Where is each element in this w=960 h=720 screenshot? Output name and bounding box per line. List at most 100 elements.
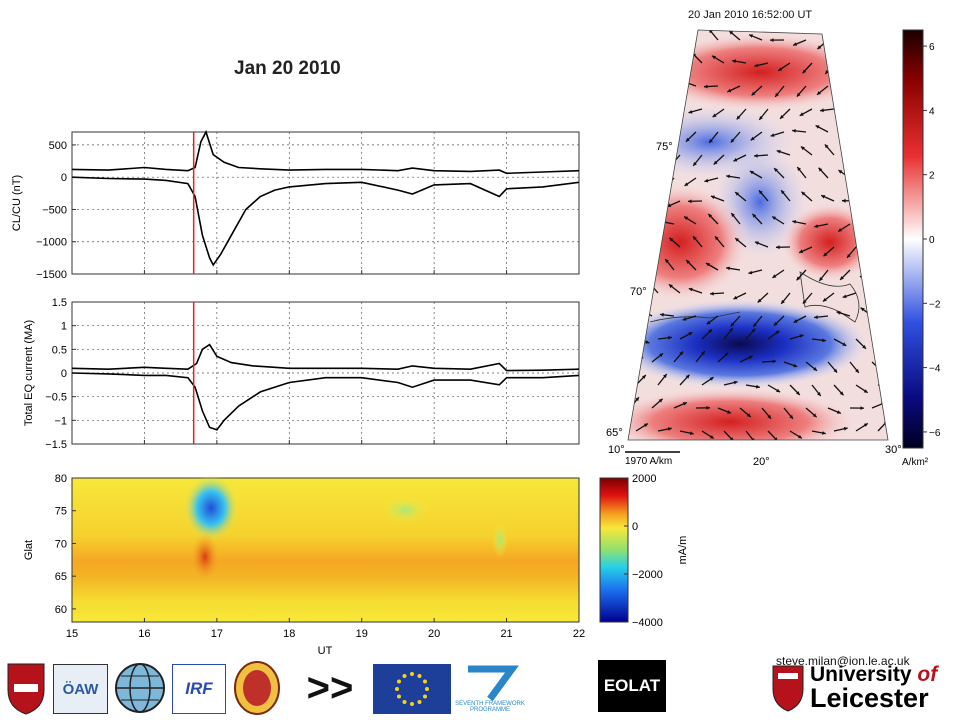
lat-label: 70° xyxy=(630,286,647,298)
star-icon xyxy=(417,674,422,678)
vector-arrow-head xyxy=(622,245,626,249)
vector-arrow-head xyxy=(688,332,693,336)
vector-arrow-head xyxy=(842,104,847,108)
vector-arrow-head xyxy=(800,146,805,151)
vector-arrow-head xyxy=(712,113,717,118)
vector-arrow-head xyxy=(862,230,867,235)
vector-arrow-head xyxy=(860,307,865,312)
vector-arrow-head xyxy=(710,195,715,200)
vector-arrow-head xyxy=(815,125,820,129)
vector-arrow-head xyxy=(776,388,781,393)
vector-arrow-head xyxy=(840,276,844,280)
vector-arrow-head xyxy=(663,30,668,35)
vector-arrow-head xyxy=(693,236,697,241)
x-tick-label: 17 xyxy=(211,628,223,640)
y-tick-label: 70 xyxy=(55,538,67,550)
vector-arrow-head xyxy=(658,398,663,403)
y-tick-label: −500 xyxy=(42,204,67,216)
vector-arrow-head xyxy=(642,375,646,379)
vector-arrow xyxy=(857,84,873,87)
contact-email[interactable]: steve.milan@ion.le.ac.uk xyxy=(776,654,910,668)
vector-arrow-head xyxy=(820,108,824,113)
y-axis-label: Total EQ current (MA) xyxy=(23,320,35,426)
vector-arrow-head xyxy=(836,87,841,92)
vector-arrow-head xyxy=(772,359,776,364)
vector-arrow-head xyxy=(746,413,751,417)
leicester-of: of xyxy=(917,663,938,686)
leicester-logo: University of Leicester xyxy=(770,660,960,716)
vector-arrow xyxy=(628,177,631,189)
star-icon xyxy=(423,679,427,684)
vector-arrow-head xyxy=(620,306,624,310)
vector-arrow-head xyxy=(789,414,793,419)
map-colorbar-tick-label: 0 xyxy=(929,235,935,246)
vector-arrow-head xyxy=(730,322,735,327)
vector-arrow-head xyxy=(751,328,756,333)
vector-arrow-head xyxy=(684,216,689,221)
y-tick-label: 1.5 xyxy=(52,297,67,309)
series-line xyxy=(71,372,580,431)
star-icon xyxy=(410,672,414,676)
eu-flag-icon xyxy=(373,664,451,714)
vector-arrow-head xyxy=(685,137,690,142)
vector-arrow-head xyxy=(792,220,797,224)
lon-label: 30° xyxy=(885,444,902,456)
vector-arrow xyxy=(628,154,637,160)
vector-arrow-head xyxy=(797,434,802,439)
heatmap-weak-region xyxy=(492,522,508,558)
vector-arrow-head xyxy=(689,431,694,435)
vector-arrow-head xyxy=(858,173,863,178)
vector-arrow-head xyxy=(862,345,866,349)
vector-arrow xyxy=(646,154,659,165)
y-tick-label: 60 xyxy=(55,604,67,616)
vector-arrow-head xyxy=(781,190,785,195)
vector-arrow xyxy=(839,121,851,133)
vector-arrow-head xyxy=(751,438,755,440)
vector-arrow-head xyxy=(616,38,620,42)
x-tick-label: 21 xyxy=(500,628,512,640)
globe-logo xyxy=(112,660,168,716)
crest-2-logo xyxy=(231,660,283,716)
vivat-crest-logo xyxy=(4,660,48,716)
vector-arrow-head xyxy=(735,192,740,196)
vector-arrow-head xyxy=(776,245,780,250)
colorbar-tick-label: 0 xyxy=(632,521,638,533)
vector-arrow-head xyxy=(715,236,719,241)
vector-arrow-head xyxy=(773,321,778,326)
colorbar-tick-label: −2000 xyxy=(632,569,663,581)
vector-arrow-head xyxy=(842,342,847,346)
irf-logo: IRF xyxy=(172,664,226,714)
slide-title: Jan 20 2010 xyxy=(234,58,341,79)
vector-arrow-head xyxy=(708,329,713,334)
vector-arrow xyxy=(866,100,879,110)
vector-arrow-head xyxy=(818,167,823,172)
vector-arrow-head xyxy=(701,351,705,356)
vector-arrow-head xyxy=(887,385,888,390)
vector-arrow-head xyxy=(709,435,714,439)
plot-frame xyxy=(71,131,580,275)
vector-arrow-head xyxy=(709,139,713,143)
vector-arrow-head xyxy=(621,75,625,79)
vector-arrow xyxy=(877,384,888,389)
y-axis-label: Glat xyxy=(23,540,35,560)
vector-arrow-head xyxy=(824,144,829,149)
vector-arrow xyxy=(628,200,637,213)
vector-arrow-head xyxy=(846,69,850,73)
vector-arrow xyxy=(638,131,653,135)
vector-arrow xyxy=(638,34,653,41)
lat-label: 65° xyxy=(606,427,623,439)
vector-arrow-head xyxy=(863,121,867,125)
vector-arrow xyxy=(686,30,697,41)
vector-arrow-head xyxy=(822,431,826,435)
vector-arrow-head xyxy=(729,328,733,332)
star-icon xyxy=(397,694,401,699)
vector-arrow-head xyxy=(735,238,740,242)
vector-arrow-head xyxy=(817,91,821,95)
vector-arrow-head xyxy=(780,115,784,119)
y-tick-label: −1 xyxy=(54,415,67,427)
vector-arrow-head xyxy=(778,67,783,71)
vector-arrow-head xyxy=(706,320,711,325)
vector-arrow-head xyxy=(793,319,798,323)
vector-arrow-head xyxy=(623,156,627,160)
vector-arrow-head xyxy=(628,55,629,59)
